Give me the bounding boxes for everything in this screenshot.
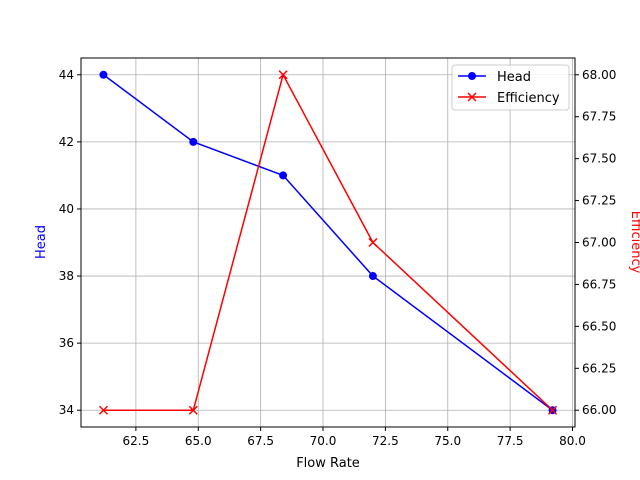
x-tick-label: 62.5	[123, 434, 150, 448]
legend-efficiency-marker	[467, 92, 477, 102]
legend-efficiency-label: Efficiency	[497, 91, 560, 106]
y-tick-label-left: 38	[59, 269, 74, 283]
y-tick-label-right: 66.50	[582, 319, 616, 333]
data-point-head	[189, 137, 198, 146]
legend-head-marker	[468, 72, 476, 80]
x-tick-label: 70.0	[310, 434, 337, 448]
x-tick-label: 80.0	[559, 434, 586, 448]
legend-head-label: Head	[497, 70, 531, 85]
ticks: 62.5 65.0 67.5 70.0 72.5 75.0 77.5 80.0 34 36 38 40…	[59, 68, 617, 448]
y-tick-label-right: 66.75	[582, 277, 616, 291]
y-tick-label-right: 66.00	[582, 403, 616, 417]
y-tick-label-left: 42	[59, 135, 74, 149]
data-point-head	[368, 272, 377, 281]
data-point-efficiency	[188, 405, 198, 415]
data-point-efficiency	[368, 237, 378, 248]
y-tick-label-left: 44	[59, 68, 74, 82]
x-tick-label: 75.0	[434, 434, 461, 448]
series-layer	[98, 70, 558, 415]
y-axis-label-left: Head	[34, 225, 49, 259]
y-axis-label-right: Efficiency	[628, 211, 640, 274]
y-tick-label-left: 40	[59, 202, 74, 216]
y-tick-label-left: 34	[59, 403, 74, 417]
data-point-head	[279, 171, 288, 180]
data-point-efficiency	[278, 70, 288, 80]
x-tick-label: 72.5	[372, 434, 399, 448]
x-tick-label: 65.0	[185, 434, 212, 448]
data-point-efficiency	[548, 405, 558, 415]
y-tick-label-left: 36	[59, 336, 74, 350]
y-tick-label-right: 67.75	[582, 110, 616, 124]
y-tick-label-right: 67.25	[582, 194, 616, 208]
x-axis-label: Flow Rate	[296, 456, 360, 471]
data-point-head	[99, 70, 108, 79]
series-line-head	[103, 74, 553, 411]
legend: Head Efficiency	[451, 64, 570, 111]
y-tick-label-right: 68.00	[582, 68, 616, 82]
y-tick-label-right: 67.00	[582, 236, 616, 250]
x-tick-label: 77.5	[497, 434, 524, 448]
y-tick-label-right: 66.25	[582, 361, 616, 375]
y-tick-label-right: 67.50	[582, 152, 616, 166]
x-tick-label: 67.5	[247, 434, 274, 448]
data-point-efficiency	[98, 405, 108, 415]
